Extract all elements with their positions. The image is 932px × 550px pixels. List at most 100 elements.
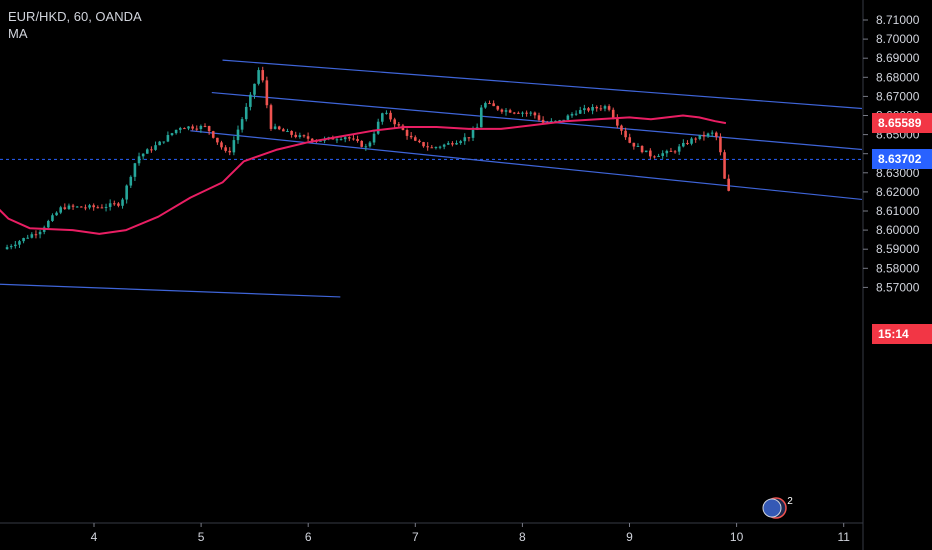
candle-up (47, 220, 50, 228)
candle-up (566, 115, 570, 120)
candle-up (583, 108, 586, 111)
candle-up (570, 114, 574, 116)
candle-up (554, 120, 557, 122)
candle-down (669, 150, 673, 152)
candle-up (170, 133, 174, 136)
candle-up (578, 110, 582, 114)
candle-down (63, 207, 67, 209)
candle-up (133, 163, 137, 177)
candle-up (665, 150, 669, 154)
event-badge-count: 2 (787, 496, 793, 507)
candle-down (203, 125, 207, 127)
candle-up (558, 120, 561, 122)
candle-up (434, 147, 438, 149)
candle-down (723, 152, 726, 179)
candle-down (508, 110, 512, 113)
channel-trendline (190, 130, 862, 201)
candle-up (55, 212, 58, 216)
candle-down (611, 109, 615, 119)
price-tick-label: 8.68000 (876, 70, 920, 84)
candle-down (265, 80, 269, 106)
candle-up (187, 126, 190, 129)
price-tick-label: 8.57000 (876, 280, 920, 294)
candle-down (426, 146, 429, 148)
candle-up (368, 142, 372, 147)
candle-down (294, 134, 298, 138)
candle-up (5, 247, 9, 250)
candle-up (385, 112, 388, 114)
candle-down (422, 142, 425, 147)
price-tick-label: 8.70000 (876, 32, 920, 46)
candle-down (360, 140, 363, 147)
candle-down (211, 131, 215, 138)
candle-up (137, 156, 141, 164)
candle-up (38, 231, 42, 235)
candle-up (26, 237, 30, 239)
candle-down (228, 150, 232, 153)
time-tick-label: 8 (519, 530, 526, 544)
candle-down (624, 130, 627, 138)
time-tick-label: 4 (91, 530, 98, 544)
candle-down (302, 135, 306, 137)
candle-up (529, 112, 533, 114)
candle-up (463, 137, 467, 142)
candle-down (92, 205, 95, 208)
candle-down (71, 205, 75, 207)
candle-down (100, 207, 104, 209)
countdown-tag: 15:14 (872, 324, 932, 344)
candle-down (595, 107, 599, 109)
candle-down (719, 136, 722, 153)
price-tick-label: 8.60000 (876, 223, 920, 237)
candle-up (141, 153, 145, 157)
candle-up (257, 70, 260, 84)
candle-up (603, 106, 607, 109)
candle-up (364, 146, 368, 148)
indicator-legend[interactable]: MA (8, 26, 28, 41)
candle-down (418, 140, 421, 143)
candle-up (706, 133, 710, 137)
time-tick-label: 10 (730, 530, 744, 544)
price-tick-label: 8.58000 (876, 261, 920, 275)
candle-down (393, 119, 396, 125)
candle-down (290, 131, 293, 135)
channel-trendline (0, 283, 341, 298)
candle-down (517, 112, 520, 114)
candle-down (356, 139, 359, 141)
candle-down (34, 234, 38, 236)
time-tick-label: 5 (198, 530, 205, 544)
candle-down (467, 137, 471, 139)
candle-down (673, 151, 677, 153)
candle-down (220, 142, 223, 148)
ma-price-tag: 8.65589 (872, 113, 932, 134)
candle-up (273, 126, 277, 129)
candle-up (591, 107, 594, 111)
candle-up (343, 137, 347, 140)
candle-up (108, 203, 112, 207)
candle-up (442, 144, 446, 147)
candle-down (496, 106, 500, 110)
price-tick-label: 8.67000 (876, 89, 920, 103)
candle-down (96, 207, 100, 209)
candle-up (319, 140, 322, 142)
candle-down (715, 132, 718, 137)
candle-down (84, 207, 87, 209)
last-price-tag: 8.63702 (872, 149, 932, 170)
candle-up (145, 149, 149, 154)
candle-up (166, 135, 170, 142)
candle-up (199, 125, 203, 130)
candle-up (67, 205, 71, 209)
symbol-legend[interactable]: EUR/HKD, 60, OANDA (8, 9, 142, 24)
channel-trendline (222, 59, 862, 110)
candle-up (88, 205, 91, 208)
candle-up (446, 143, 450, 145)
candle-up (30, 234, 34, 238)
candle-down (414, 137, 417, 141)
candle-down (533, 112, 537, 116)
candle-down (653, 156, 656, 158)
candle-down (191, 126, 194, 129)
candle-up (504, 110, 508, 112)
candle-down (541, 119, 545, 123)
candle-down (409, 135, 413, 138)
